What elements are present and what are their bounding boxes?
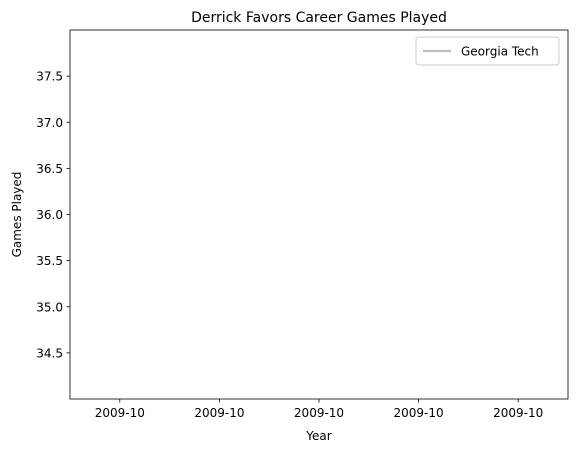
x-tick-label: 2009-10 (294, 406, 344, 420)
legend-label: Georgia Tech (461, 45, 539, 59)
y-tick-label: 37.5 (36, 70, 63, 84)
x-axis-label: Year (305, 429, 331, 443)
chart-title: Derrick Favors Career Games Played (191, 10, 447, 26)
x-tick-label: 2009-10 (394, 406, 444, 420)
y-axis-label: Games Played (10, 172, 24, 258)
x-tick-label: 2009-10 (493, 406, 543, 420)
y-tick-label: 35.0 (36, 300, 63, 314)
x-tick-label: 2009-10 (95, 406, 145, 420)
y-axis: 34.5 35.0 35.5 36.0 36.5 37.0 37.5 (36, 70, 70, 360)
legend: Georgia Tech (415, 36, 560, 66)
plot-area (70, 30, 568, 399)
y-tick-label: 34.5 (36, 346, 63, 360)
x-tick-label: 2009-10 (194, 406, 244, 420)
y-tick-label: 36.5 (36, 162, 63, 176)
y-tick-label: 36.0 (36, 208, 63, 222)
x-axis: 2009-10 2009-10 2009-10 2009-10 2009-10 (95, 399, 543, 420)
legend-box (415, 36, 560, 66)
y-tick-label: 35.5 (36, 254, 63, 268)
y-tick-label: 37.0 (36, 116, 63, 130)
